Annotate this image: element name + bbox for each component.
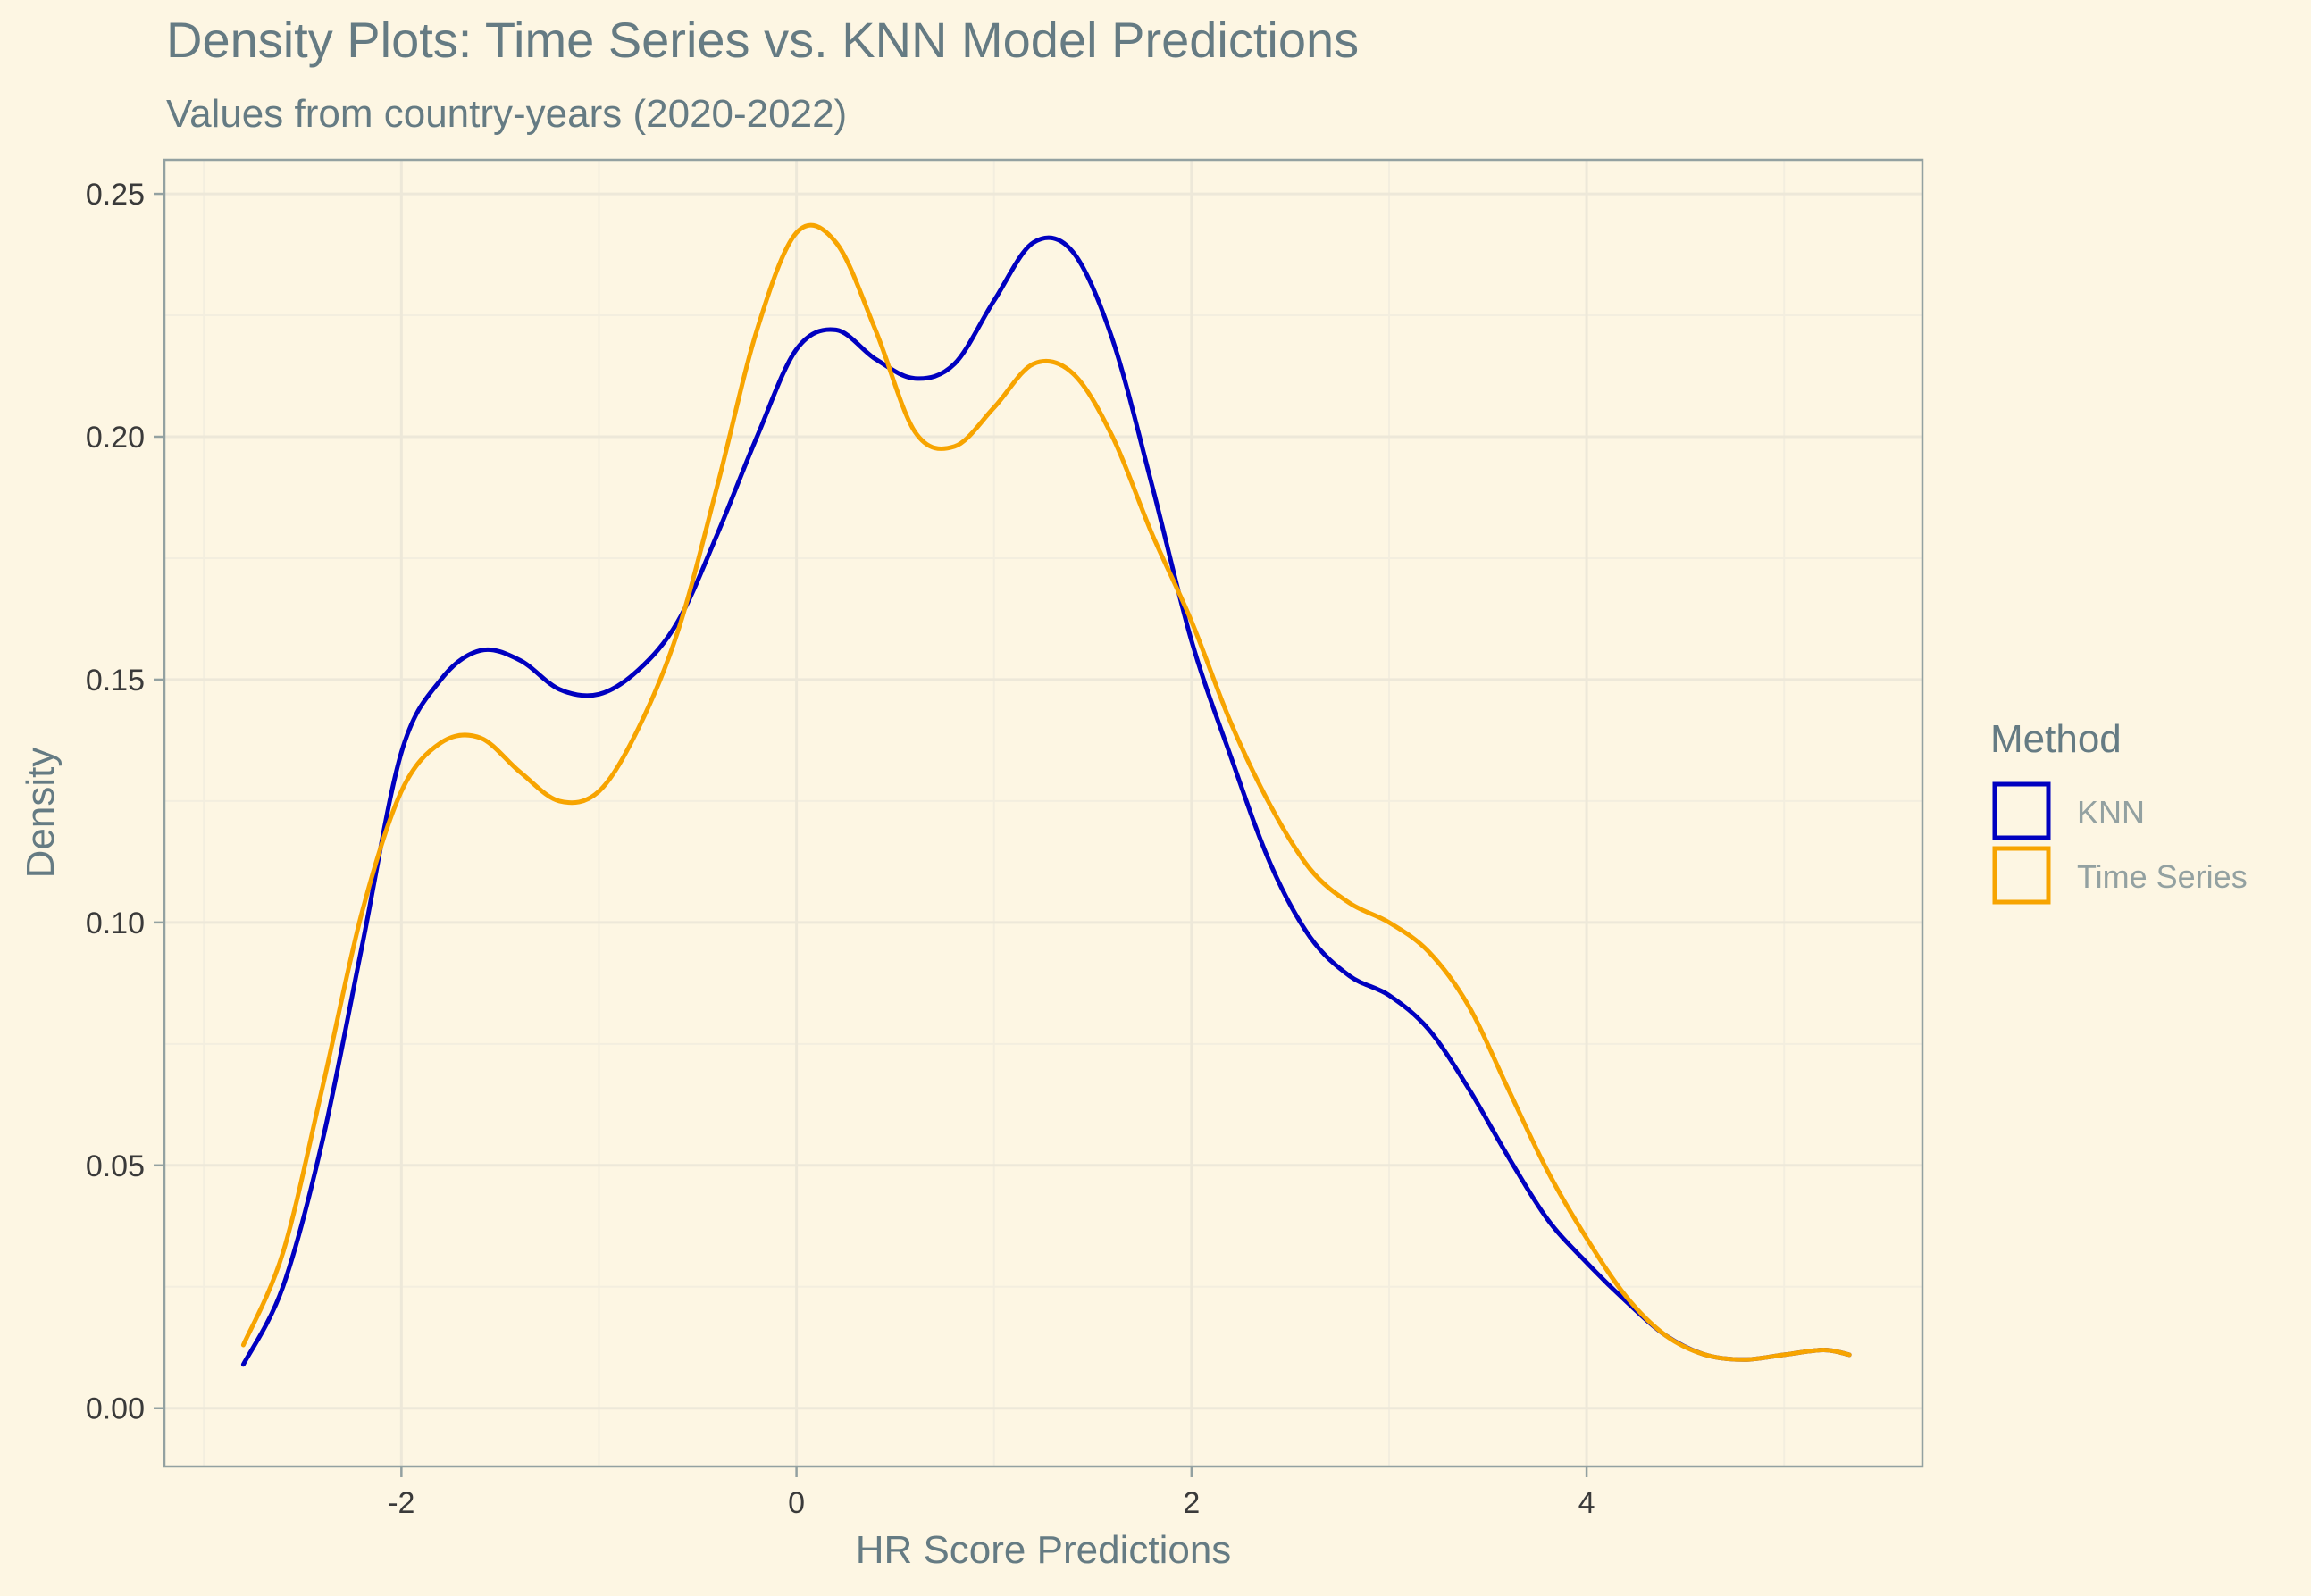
y-tick-label: 0.15 bbox=[86, 664, 145, 698]
series-lines bbox=[240, 222, 1852, 1367]
legend: Method KNN Time Series bbox=[1990, 717, 2248, 905]
legend-key-knn bbox=[1992, 781, 2051, 840]
chart-title: Density Plots: Time Series vs. KNN Model… bbox=[166, 12, 1359, 68]
legend-label: KNN bbox=[2077, 794, 2145, 831]
minor-gridlines bbox=[164, 160, 1922, 1466]
legend-title: Method bbox=[1990, 717, 2122, 761]
legend-label: Time Series bbox=[2077, 858, 2248, 895]
panel-border bbox=[163, 158, 1924, 1468]
y-tick-label: 0.00 bbox=[86, 1392, 145, 1426]
y-tick-label: 0.25 bbox=[86, 178, 145, 212]
series-line-knn bbox=[240, 235, 1852, 1367]
x-axis: -2 0 2 4 bbox=[388, 1466, 1595, 1520]
x-axis-title: HR Score Predictions bbox=[856, 1528, 1232, 1572]
x-tick-label: 2 bbox=[1183, 1486, 1200, 1520]
y-tick-label: 0.10 bbox=[86, 907, 145, 940]
series-line-time-series bbox=[240, 222, 1852, 1362]
y-tick-label: 0.20 bbox=[86, 421, 145, 455]
y-tick-label: 0.05 bbox=[86, 1149, 145, 1183]
x-tick-label: 0 bbox=[788, 1486, 805, 1520]
y-axis: 0.00 0.05 0.10 0.15 0.20 0.25 bbox=[86, 178, 164, 1426]
legend-key-time-series bbox=[1992, 846, 2051, 905]
x-tick-label: 4 bbox=[1578, 1486, 1595, 1520]
chart-subtitle: Values from country-years (2020-2022) bbox=[166, 92, 847, 136]
x-tick-label: -2 bbox=[388, 1486, 414, 1520]
major-gridlines bbox=[164, 160, 1922, 1466]
y-axis-title: Density bbox=[19, 748, 63, 879]
